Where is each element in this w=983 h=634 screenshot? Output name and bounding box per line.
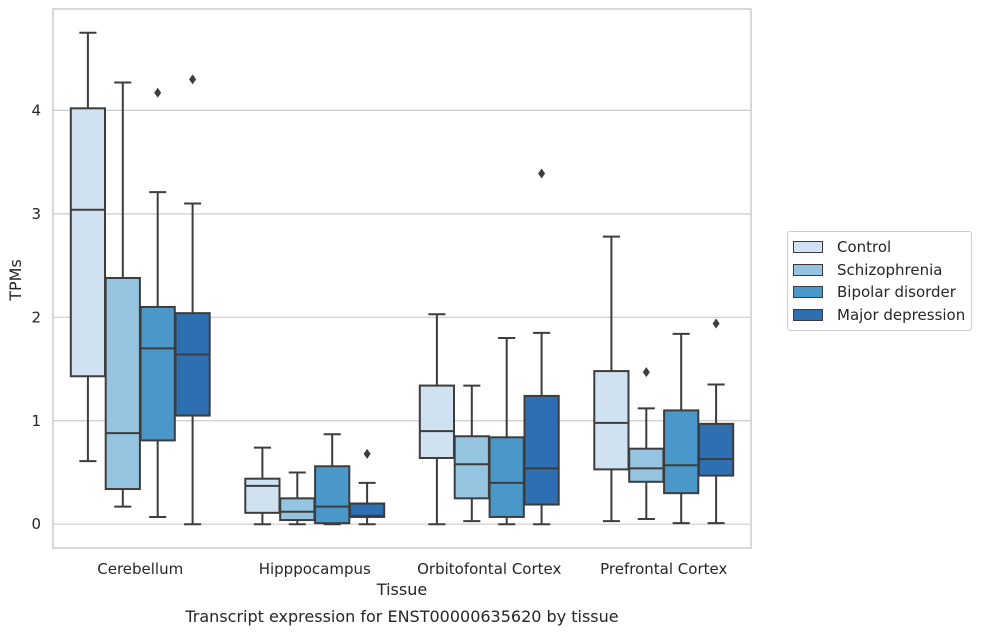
plot-area (52, 8, 752, 549)
outlier-point (712, 318, 720, 329)
legend-swatch (793, 241, 823, 254)
legend-label: Control (837, 238, 892, 257)
box-schizophrenia (628, 367, 665, 521)
box-control (593, 235, 630, 523)
iqr-box (418, 384, 456, 459)
legend-label: Bipolar disorder (837, 283, 956, 302)
x-tick-label: Hipppocampus (259, 560, 371, 578)
box-bipolar-disorder (488, 336, 525, 526)
legend-item: Major depression (788, 304, 971, 327)
box-control (69, 31, 107, 463)
box-control (418, 313, 456, 526)
y-tick-label: 3 (31, 205, 41, 223)
legend-label: Schizophrenia (837, 260, 943, 279)
legend-swatch (793, 263, 823, 276)
iqr-box (314, 465, 351, 525)
iqr-box (69, 107, 107, 378)
outlier-point (154, 87, 162, 98)
box-bipolar-disorder (663, 332, 700, 525)
legend-item: Bipolar disorder (788, 281, 971, 304)
box-major-depression (523, 168, 560, 526)
outlier-point (189, 74, 197, 85)
y-axis-label: TPMs (6, 259, 25, 302)
iqr-box (453, 435, 490, 500)
iqr-box (628, 447, 665, 483)
figure-caption: Transcript expression for ENST0000063562… (184, 607, 618, 626)
outlier-point (642, 367, 650, 378)
box-schizophrenia (453, 384, 490, 523)
outlier-point (538, 168, 546, 179)
box-major-depression (348, 448, 386, 526)
box-major-depression (697, 318, 735, 525)
legend-swatch (793, 286, 823, 299)
box-bipolar-disorder (314, 433, 351, 526)
iqr-box (697, 422, 735, 477)
y-axis-ticks: 0 1 2 3 4 (31, 101, 41, 533)
box-control (244, 446, 281, 526)
x-tick-label: Orbitofontal Cortex (417, 560, 561, 578)
y-tick-label: 1 (31, 412, 41, 430)
legend: Control Schizophrenia Bipolar disorder Majo… (787, 231, 972, 331)
y-tick-label: 4 (31, 101, 41, 119)
x-axis-label: Tissue (376, 580, 427, 599)
y-tick-label: 2 (31, 308, 41, 326)
iqr-box (523, 394, 560, 506)
box-schizophrenia (104, 81, 141, 508)
legend-label: Major depression (837, 305, 966, 324)
box-major-depression (174, 74, 211, 526)
box-bipolar-disorder (139, 87, 176, 518)
legend-swatch (793, 308, 823, 321)
iqr-box (104, 276, 141, 491)
iqr-box (348, 502, 386, 518)
iqr-box (139, 305, 176, 442)
box-schizophrenia (279, 471, 316, 526)
iqr-box (663, 409, 700, 495)
iqr-box (174, 312, 211, 417)
legend-item: Control (788, 236, 971, 259)
boxes (69, 31, 735, 526)
iqr-box (488, 436, 525, 518)
x-axis-ticks: Cerebellum Hipppocampus Orbitofontal Corte… (97, 560, 727, 578)
iqr-box (593, 370, 630, 471)
y-tick-label: 0 (31, 515, 41, 533)
iqr-box (244, 477, 281, 514)
iqr-box (279, 497, 316, 522)
x-tick-label: Prefrontal Cortex (600, 560, 727, 578)
outlier-point (363, 448, 371, 459)
x-tick-label: Cerebellum (97, 560, 183, 578)
legend-item: Schizophrenia (788, 259, 971, 282)
